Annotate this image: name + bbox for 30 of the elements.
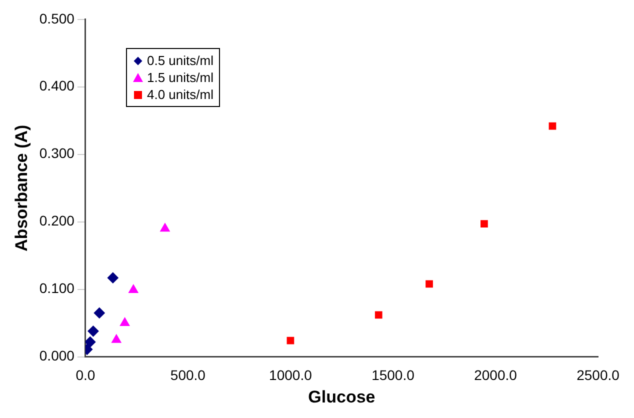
point	[128, 284, 138, 293]
point	[426, 280, 433, 288]
point	[85, 336, 96, 348]
legend-label: 4.0 units/ml	[147, 86, 214, 103]
x-tick-label: 2000.0	[474, 367, 518, 384]
y-axis-title: Absorbance (A)	[12, 124, 31, 252]
y-tick-label: 0.300	[39, 145, 75, 162]
point	[88, 326, 99, 337]
x-tick-label: 1000.0	[269, 367, 312, 384]
y-tick-label: 0.500	[39, 10, 75, 26]
x-tick-label: 0.0	[76, 367, 96, 384]
x-axis-title: Glucose	[308, 387, 376, 406]
point	[107, 272, 118, 284]
point	[480, 220, 488, 228]
point	[548, 122, 556, 130]
y-tick-label: 0.100	[39, 280, 75, 296]
x-tick-label: 2500.0	[576, 367, 620, 384]
point	[112, 334, 122, 343]
x-tick-label: 1500.0	[372, 367, 415, 384]
y-tick-label: 0.000	[39, 348, 75, 364]
legend-label: 1.5 units/ml	[147, 69, 214, 86]
point	[160, 223, 170, 232]
point	[120, 318, 130, 326]
legend-label: 0.5 units/ml	[147, 52, 214, 69]
point	[94, 307, 105, 318]
x-tick-label: 500.0	[170, 367, 206, 384]
point	[286, 336, 294, 344]
y-tick-label: 0.200	[39, 212, 75, 229]
point	[374, 311, 382, 319]
y-tick-label: 0.400	[39, 78, 75, 94]
